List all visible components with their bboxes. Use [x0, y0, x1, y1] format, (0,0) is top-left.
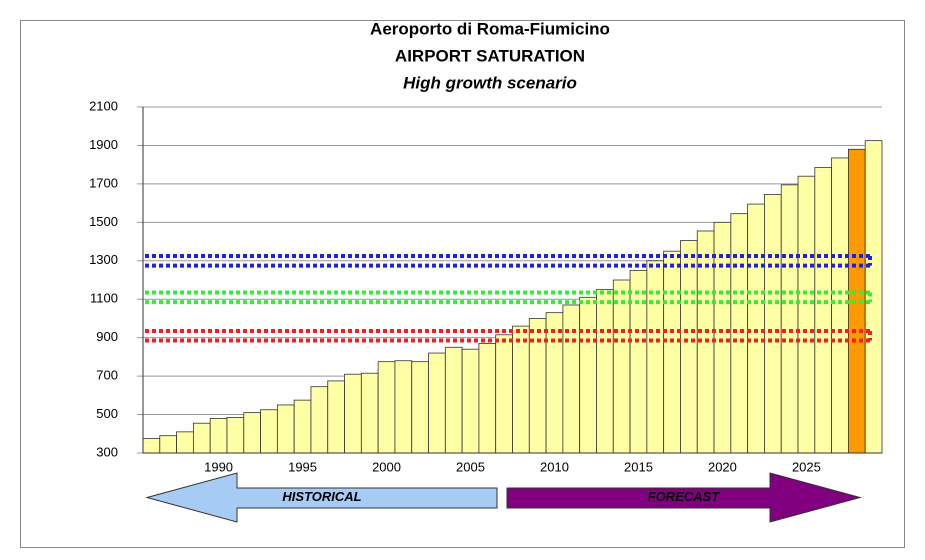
bar: [293, 399, 312, 454]
bar: [327, 380, 345, 454]
bar: [814, 167, 833, 454]
chart-subtitle: AIRPORT SATURATION: [395, 46, 585, 65]
y-tick-label: 2100: [89, 98, 118, 113]
scenario: High growth scenario: [403, 73, 577, 92]
bar: [680, 240, 698, 454]
y-tick-label: 1100: [90, 291, 118, 306]
bar: [411, 361, 429, 454]
bar: [360, 372, 379, 454]
arrow-label: HISTORICAL: [282, 489, 361, 504]
bar: [276, 404, 295, 454]
chart-title: Aeroporto di Roma-Fiumicino: [370, 19, 610, 38]
x-tick-label: 1990: [204, 459, 233, 474]
bar: [764, 194, 782, 454]
bar: [579, 296, 597, 454]
bar: [192, 422, 211, 454]
bar: [444, 346, 463, 454]
y-tick-label: 300: [96, 444, 118, 459]
y-tick-label: 1900: [89, 137, 118, 152]
bar: [142, 438, 161, 454]
bar: [629, 269, 648, 454]
arrow: [145, 472, 498, 523]
bar: [747, 203, 765, 454]
x-tick-label: 2005: [456, 459, 485, 474]
bar: [478, 343, 497, 454]
bar: [780, 184, 799, 454]
bar: [730, 213, 749, 454]
bar: [260, 409, 278, 454]
bar: [176, 431, 194, 454]
x-tick-label: 2015: [624, 459, 653, 474]
y-tick-label: 700: [96, 368, 118, 383]
bar: [461, 348, 480, 454]
bar: [797, 175, 816, 454]
y-tick-label: 500: [96, 406, 118, 421]
bar: [545, 312, 564, 454]
y-tick-label: 1700: [89, 175, 118, 190]
y-tick-label: 1300: [89, 252, 118, 267]
bar: [243, 412, 261, 454]
x-tick-label: 2020: [708, 459, 737, 474]
x-tick-label: 1995: [288, 459, 317, 474]
bar: [428, 352, 446, 454]
bar: [831, 157, 849, 454]
bar: [394, 360, 413, 454]
arrow: [506, 472, 862, 523]
bar: [512, 325, 530, 454]
y-tick-label: 900: [96, 329, 118, 344]
arrow-label: FORECAST: [648, 489, 721, 504]
frame: [20, 20, 905, 548]
bar: [159, 435, 177, 454]
bar: [495, 334, 513, 454]
bar: [226, 417, 245, 454]
bar: [612, 279, 631, 454]
bar: [562, 304, 581, 454]
x-tick-label: 2010: [540, 459, 569, 474]
bar: [344, 373, 362, 454]
bar: [663, 250, 681, 454]
x-tick-label: 2025: [792, 459, 821, 474]
bar: [864, 140, 883, 454]
bar: [310, 386, 329, 454]
x-tick-label: 2000: [372, 459, 401, 474]
y-tick-label: 1500: [89, 214, 118, 229]
bar: [646, 260, 665, 454]
bar: [377, 361, 396, 454]
bar: [596, 289, 614, 454]
bar: [209, 417, 228, 454]
